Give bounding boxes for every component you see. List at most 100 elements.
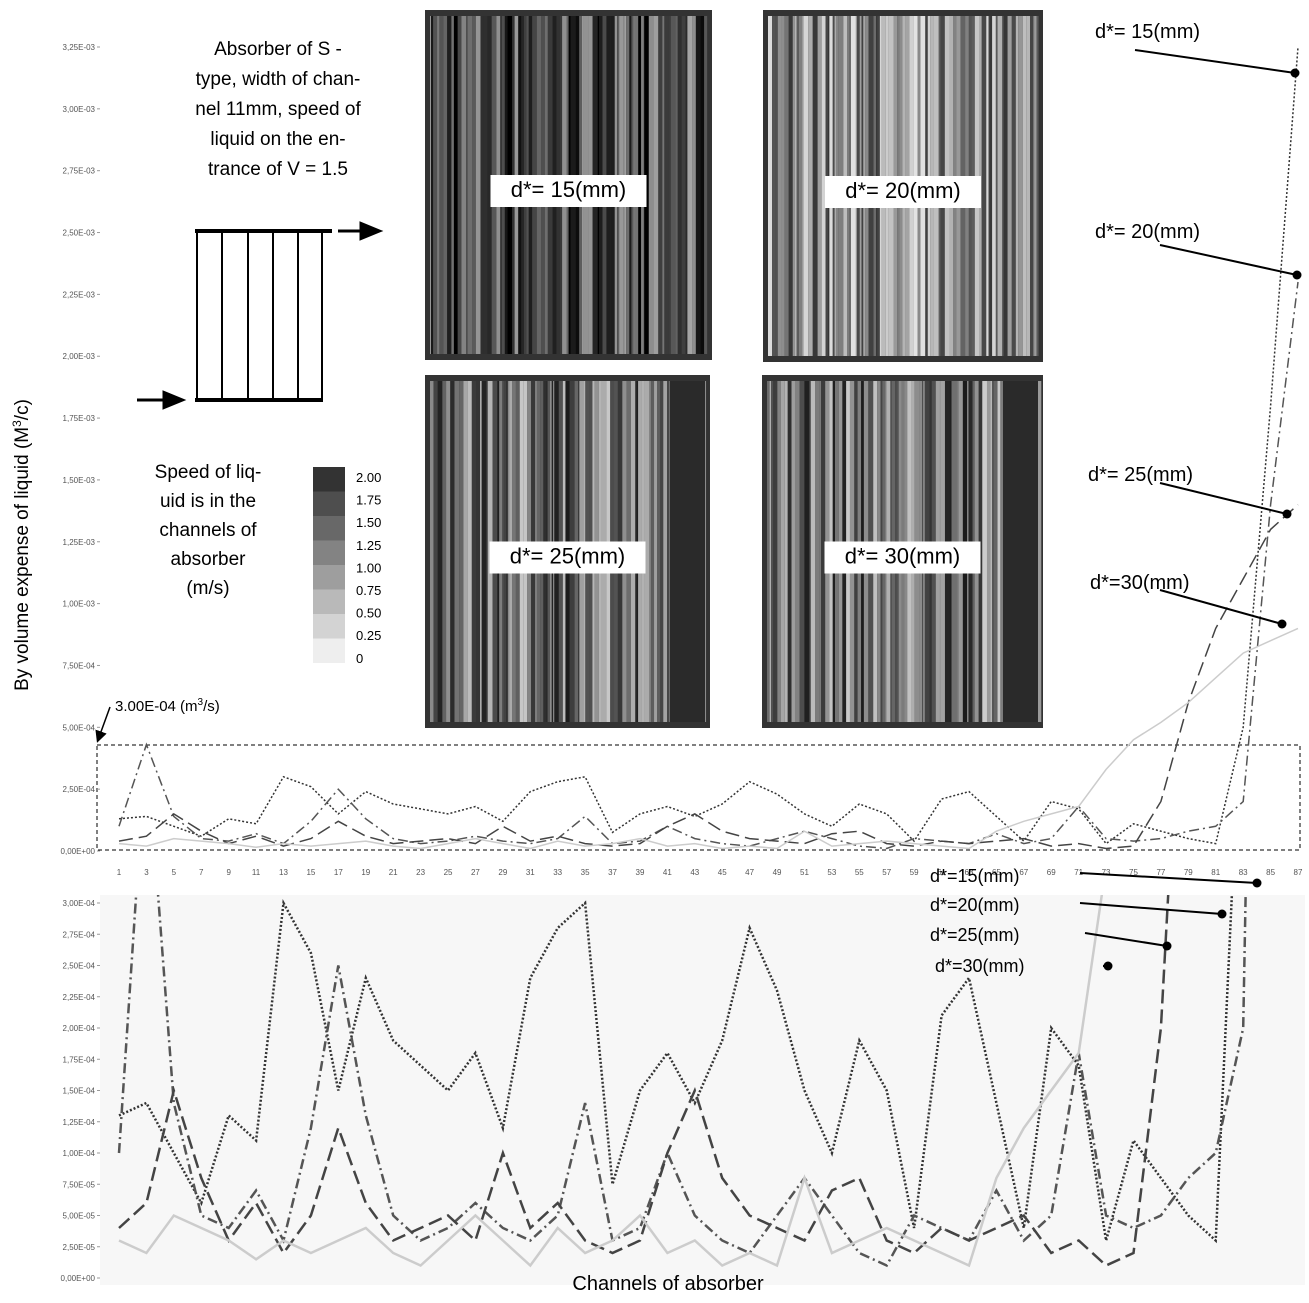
contour-stripe bbox=[774, 381, 778, 722]
contour-stripe bbox=[437, 16, 440, 354]
x-tick-label: 17 bbox=[334, 868, 343, 877]
colorbar-swatch bbox=[313, 614, 345, 639]
contour-stripe bbox=[681, 16, 686, 354]
y-axis-title: By volume expense of liquid (M3/c) bbox=[10, 399, 33, 691]
contour-stripe bbox=[431, 16, 434, 354]
x-tick-label: 63 bbox=[965, 868, 974, 877]
contour-stripe bbox=[784, 381, 788, 722]
colorbar-label: 0.50 bbox=[356, 606, 381, 621]
x-tick-label: 25 bbox=[444, 868, 453, 877]
colorbar-label: 1.75 bbox=[356, 493, 381, 508]
contour-stripe bbox=[644, 16, 649, 354]
colorbar-swatch bbox=[313, 467, 345, 492]
annotation-sup: 3 bbox=[198, 697, 204, 708]
contour-stripe bbox=[1022, 16, 1027, 356]
contour-stripe bbox=[446, 381, 451, 722]
contour-stripe bbox=[443, 16, 448, 354]
colorbar-label: 0.25 bbox=[356, 628, 381, 643]
contour-stripe bbox=[819, 381, 822, 722]
legend-label: d*=15(mm) bbox=[930, 866, 1020, 886]
series-line bbox=[118, 895, 1234, 1244]
contour-stripe bbox=[664, 16, 669, 354]
colorbar-swatch bbox=[313, 638, 345, 663]
contour-stripe bbox=[1036, 16, 1039, 356]
contour-stripe bbox=[1034, 16, 1037, 356]
contour-stripe bbox=[653, 16, 659, 354]
contour-stripe bbox=[780, 381, 785, 722]
x-tick-label: 73 bbox=[1102, 868, 1111, 877]
x-tick-label: 45 bbox=[718, 868, 727, 877]
contour-stripe bbox=[794, 16, 797, 356]
x-tick-label: 23 bbox=[416, 868, 425, 877]
y-tick-label: 3,00E-03 bbox=[63, 105, 96, 114]
contour-stripe bbox=[463, 381, 468, 722]
x-tick-label: 29 bbox=[498, 868, 507, 877]
x-tick-label: 41 bbox=[663, 868, 672, 877]
y-tick-label: 2,25E-04 bbox=[63, 993, 96, 1002]
contour-stripe bbox=[453, 16, 458, 354]
contour-stripe bbox=[480, 381, 482, 722]
contour-stripe bbox=[695, 16, 701, 354]
x-tick-label: 9 bbox=[226, 868, 231, 877]
contour-stripe bbox=[997, 16, 1003, 356]
contour-stripe bbox=[459, 381, 464, 722]
contour-stripe bbox=[457, 16, 462, 354]
x-tick-label: 51 bbox=[800, 868, 809, 877]
contour-stripe bbox=[675, 16, 678, 354]
contour-stripe bbox=[808, 16, 813, 356]
colorbar-label: 1.00 bbox=[356, 560, 381, 575]
leader-line bbox=[1134, 49, 1296, 74]
image-label: d*= 30(mm) bbox=[845, 544, 961, 569]
contour-stripe bbox=[663, 381, 668, 722]
contour-stripe bbox=[769, 381, 772, 722]
y-tick-label: 1,50E-03 bbox=[63, 476, 96, 485]
zoom-box bbox=[96, 744, 1301, 851]
leader-line bbox=[1079, 902, 1223, 915]
contour-stripe bbox=[773, 381, 775, 722]
contour-stripe bbox=[995, 16, 998, 356]
series-line bbox=[117, 895, 1247, 1268]
legend-label: d*=25(mm) bbox=[930, 925, 1020, 945]
x-tick-label: 11 bbox=[252, 868, 261, 877]
colorbar-title: (m/s) bbox=[186, 578, 229, 599]
y-tick-label: 2,75E-03 bbox=[63, 167, 96, 176]
contour-stripe bbox=[687, 16, 693, 354]
image-label: d*= 15(mm) bbox=[511, 177, 627, 202]
plot-background bbox=[100, 895, 1305, 1285]
leader-dot bbox=[1282, 509, 1292, 519]
image-label-bg bbox=[490, 175, 647, 207]
y-tick-label: 3,25E-03 bbox=[63, 43, 96, 52]
contour-stripe bbox=[986, 381, 991, 722]
contour-stripe bbox=[772, 16, 776, 356]
contour-stripe bbox=[648, 16, 654, 354]
leader-line bbox=[1079, 872, 1258, 884]
contour-stripe bbox=[461, 16, 467, 354]
contour-stripe bbox=[670, 381, 705, 722]
contour-stripe bbox=[802, 16, 804, 356]
x-tick-label: 19 bbox=[361, 868, 370, 877]
contour-stripe bbox=[1026, 16, 1031, 356]
x-axis-title: Channels of absorber bbox=[572, 1273, 764, 1295]
x-tick-label: 59 bbox=[910, 868, 919, 877]
contour-stripe bbox=[794, 381, 800, 722]
contour-stripe bbox=[654, 381, 658, 722]
y-tick-label: 2,25E-03 bbox=[63, 290, 96, 299]
contour-stripe bbox=[651, 381, 655, 722]
x-tick-label: 37 bbox=[608, 868, 617, 877]
contour-stripe bbox=[454, 381, 460, 722]
series-line bbox=[118, 895, 1104, 1268]
leader-dot bbox=[1162, 941, 1172, 951]
contour-stripe bbox=[649, 381, 652, 722]
x-tick-label: 83 bbox=[1239, 868, 1248, 877]
contour-stripe bbox=[1003, 381, 1038, 722]
contour-stripe bbox=[803, 16, 809, 356]
y-tick-label: 5,00E-05 bbox=[63, 1212, 96, 1221]
colorbar-swatch bbox=[313, 540, 345, 565]
leader-dot bbox=[1103, 961, 1113, 971]
contour-stripe bbox=[1011, 16, 1016, 356]
leader-dot bbox=[1290, 68, 1300, 78]
contour-stripe bbox=[692, 16, 696, 354]
contour-stripe bbox=[700, 16, 705, 354]
contour-stripe bbox=[809, 381, 811, 722]
